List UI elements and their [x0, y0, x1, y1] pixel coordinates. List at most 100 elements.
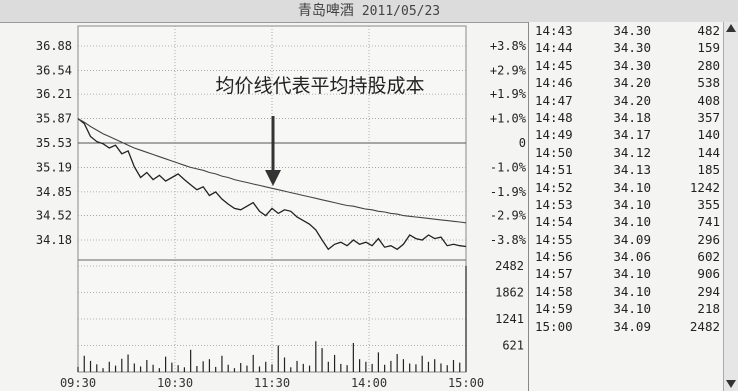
- volume-tick-label: 1241: [495, 312, 524, 326]
- tick-volume: 741: [697, 214, 720, 230]
- tick-time: 14:51: [535, 162, 573, 178]
- tick-row: 14:52 34.10 1242: [529, 179, 738, 196]
- pct-tick-label: +1.9%: [490, 87, 527, 101]
- tick-volume: 159: [697, 40, 720, 56]
- tick-price: 34.12: [613, 144, 651, 160]
- tick-row: 14:58 34.10 294: [529, 283, 738, 300]
- tick-row: 14:46 34.20 538: [529, 74, 738, 91]
- tick-time: 14:48: [535, 109, 573, 125]
- tick-price: 34.10: [613, 266, 651, 282]
- time-tick-label: 15:00: [448, 376, 484, 390]
- tick-time: 14:47: [535, 92, 573, 108]
- tick-price: 34.20: [613, 92, 651, 108]
- price-tick-label: 34.85: [36, 185, 72, 199]
- tick-time: 14:50: [535, 144, 573, 160]
- tick-volume: 602: [697, 249, 720, 265]
- tick-price: 34.10: [613, 283, 651, 299]
- chart-date: 2011/05/23: [361, 4, 441, 19]
- tick-price: 34.30: [613, 57, 651, 73]
- scroll-up-icon[interactable]: [726, 24, 736, 32]
- tick-row: 14:45 34.30 280: [529, 57, 738, 74]
- tick-row: 15:00 34.09 2482: [529, 318, 738, 335]
- volume-tick-label: 1862: [495, 285, 524, 299]
- tick-row: 14:51 34.13 185: [529, 161, 738, 178]
- tick-time: 14:44: [535, 40, 573, 56]
- tick-volume: 357: [697, 109, 720, 125]
- tick-volume: 2482: [689, 318, 720, 334]
- tick-list: 14:43 34.30 482 14:44 34.30 159 14:45 34.30 280 1…: [528, 22, 738, 391]
- tick-price: 34.06: [613, 249, 651, 265]
- price-tick-label: 35.87: [36, 112, 72, 126]
- tick-row: 14:44 34.30 159: [529, 39, 738, 56]
- intraday-chart: 36.88 +3.8% 36.54 +2.9% 36.21 +1.9% 35.87 +1.0%…: [36, 25, 527, 390]
- tick-price: 34.09: [613, 231, 651, 247]
- tick-time: 14:43: [535, 23, 573, 38]
- tick-time: 14:59: [535, 301, 573, 317]
- annotation-arrow-icon: [265, 170, 281, 186]
- price-tick-label: 36.21: [36, 87, 72, 101]
- price-tick-label: 35.53: [36, 136, 72, 150]
- tick-volume: 355: [697, 196, 720, 212]
- price-line: [77, 118, 467, 251]
- tick-time: 14:46: [535, 75, 573, 91]
- tick-price: 34.18: [613, 109, 651, 125]
- price-tick-label: 36.88: [36, 39, 72, 53]
- pct-tick-label: -3.8%: [490, 233, 527, 247]
- tick-time: 14:45: [535, 57, 573, 73]
- volume-tick-label: 2482: [495, 259, 524, 273]
- tick-price: 34.09: [613, 318, 651, 334]
- tick-volume: 408: [697, 92, 720, 108]
- tick-row: 14:59 34.10 218: [529, 300, 738, 317]
- tick-time: 14:55: [535, 231, 573, 247]
- price-tick-label: 34.52: [36, 209, 72, 223]
- price-tick-label: 34.18: [36, 233, 72, 247]
- tick-volume: 296: [697, 231, 720, 247]
- pct-tick-label: -1.0%: [490, 160, 527, 174]
- tick-row: 14:43 34.30 482: [529, 22, 738, 39]
- tick-row: 14:47 34.20 408: [529, 92, 738, 109]
- tick-price: 34.17: [613, 127, 651, 143]
- tick-price: 34.10: [613, 214, 651, 230]
- tick-price: 34.20: [613, 75, 651, 91]
- stock-name: 青岛啤酒: [297, 3, 354, 19]
- tick-price: 34.13: [613, 162, 651, 178]
- tick-time: 14:52: [535, 179, 573, 195]
- annotation-text: 均价线代表平均持股成本: [215, 75, 424, 97]
- tick-row: 14:50 34.12 144: [529, 144, 738, 161]
- average-price-line: [77, 118, 467, 224]
- price-tick-label: 35.19: [36, 160, 72, 174]
- tick-row: 14:57 34.10 906: [529, 265, 738, 282]
- tick-volume: 185: [697, 162, 720, 178]
- tick-price: 34.10: [613, 179, 651, 195]
- pct-tick-label: +3.8%: [490, 39, 527, 53]
- pct-tick-label: -2.9%: [490, 209, 527, 223]
- tick-volume: 218: [697, 301, 720, 317]
- pct-tick-label: 0: [519, 136, 526, 150]
- tick-time: 14:56: [535, 249, 573, 265]
- tick-time: 14:53: [535, 196, 573, 212]
- tick-volume: 140: [697, 127, 720, 143]
- tick-row: 14:56 34.06 602: [529, 248, 738, 265]
- tick-time: 14:54: [535, 214, 573, 230]
- tick-time: 14:49: [535, 127, 573, 143]
- volume-tick-label: 621: [502, 338, 524, 352]
- tick-row: 14:54 34.10 741: [529, 213, 738, 230]
- tick-time: 14:57: [535, 266, 573, 282]
- tick-time: 14:58: [535, 283, 573, 299]
- tick-row: 14:53 34.10 355: [529, 196, 738, 213]
- time-tick-label: 11:30: [254, 376, 290, 390]
- chart-title: 青岛啤酒 2011/05/23: [0, 0, 738, 23]
- pct-tick-label: -1.9%: [490, 185, 527, 199]
- tick-row: 14:49 34.17 140: [529, 126, 738, 143]
- tick-price: 34.10: [613, 196, 651, 212]
- pct-tick-label: +1.0%: [490, 112, 527, 126]
- tick-time: 15:00: [535, 318, 573, 334]
- tick-price: 34.30: [613, 23, 651, 38]
- price-tick-label: 36.54: [36, 63, 72, 77]
- tick-volume: 280: [697, 57, 720, 73]
- scroll-down-icon[interactable]: [726, 380, 736, 388]
- tick-price: 34.10: [613, 301, 651, 317]
- tick-volume: 1242: [689, 179, 720, 195]
- tick-volume: 538: [697, 75, 720, 91]
- tick-scrollbar[interactable]: [723, 22, 738, 391]
